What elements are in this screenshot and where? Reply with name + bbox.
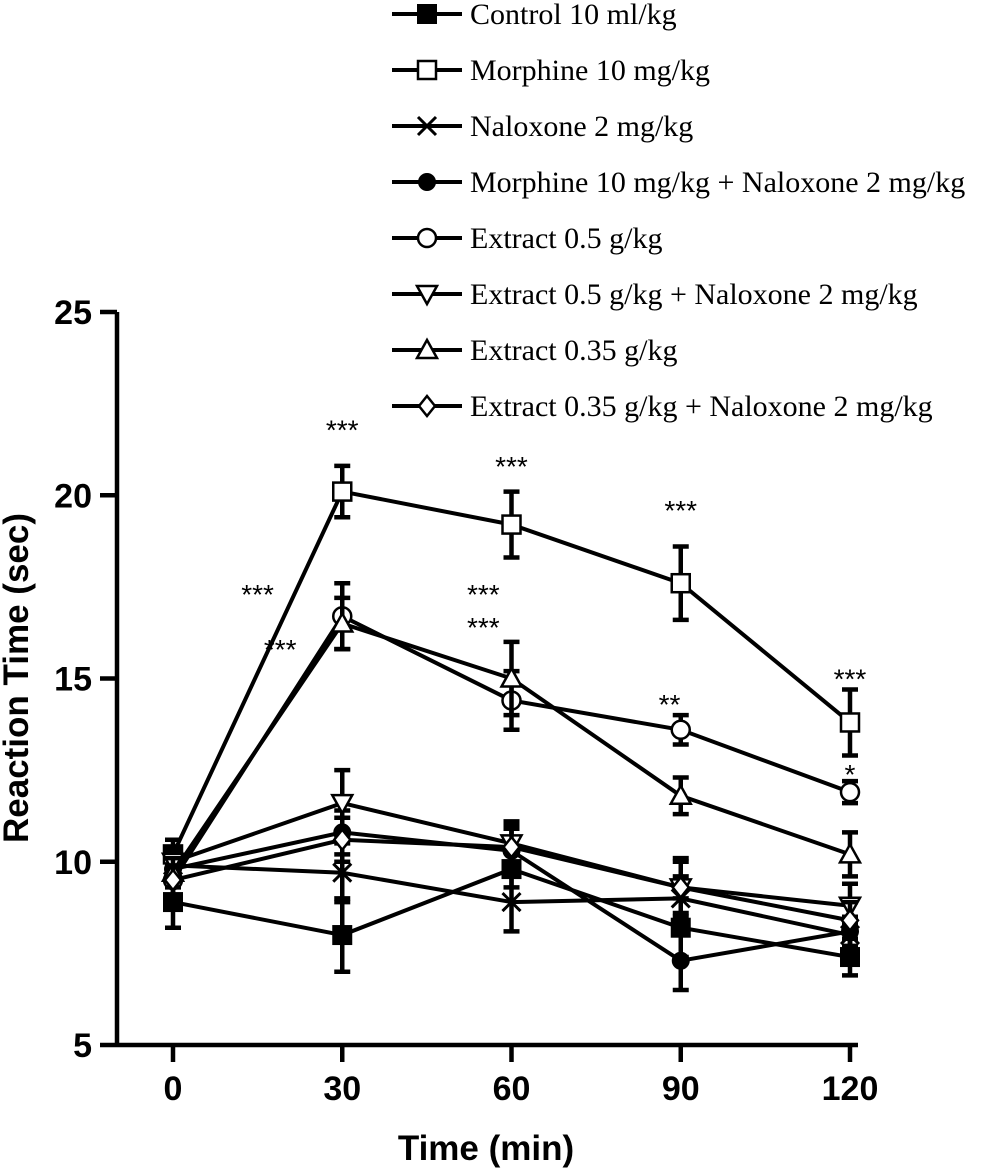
legend-label: Naloxone 2 mg/kg <box>470 110 693 143</box>
legend-entry: Control 10 ml/kg <box>392 0 677 31</box>
legend-marker <box>416 59 438 81</box>
series-group <box>160 463 863 993</box>
x-tick-label: 90 <box>662 1070 700 1108</box>
data-point <box>501 514 522 535</box>
x-tick-label: 60 <box>493 1070 531 1108</box>
legend-label: Extract 0.35 g/kg <box>470 334 677 367</box>
legend-marker <box>416 115 438 137</box>
data-point <box>499 665 524 688</box>
significance-label: *** <box>664 495 697 526</box>
legend-entry: Morphine 10 mg/kg <box>392 54 710 87</box>
significance-label: *** <box>326 414 359 445</box>
data-point <box>163 868 183 893</box>
legend-label: Morphine 10 mg/kg <box>470 54 710 87</box>
data-point <box>332 827 352 852</box>
legend-entry: Morphine 10 mg/kg + Naloxone 2 mg/kg <box>392 166 965 199</box>
data-point <box>501 835 522 860</box>
data-point <box>839 712 861 733</box>
significance-label: * <box>845 759 856 790</box>
legend-marker <box>414 284 440 307</box>
x-tick-label: 0 <box>164 1070 183 1108</box>
data-point <box>330 610 355 633</box>
significance-label: *** <box>241 579 274 610</box>
legend-entry: Naloxone 2 mg/kg <box>392 110 693 143</box>
x-tick-label: 30 <box>323 1070 361 1108</box>
legend-label: Extract 0.5 g/kg + Naloxone 2 mg/kg <box>470 278 918 311</box>
significance-label: *** <box>495 451 528 482</box>
legend-label: Control 10 ml/kg <box>470 0 677 31</box>
data-point <box>840 947 860 968</box>
x-ticks: 0 30 60 90 120 <box>164 1045 879 1108</box>
x-tick-label: 120 <box>822 1070 879 1108</box>
significance-label: *** <box>467 579 500 610</box>
significance-label: *** <box>467 612 500 643</box>
legend-entry: Extract 0.5 g/kg <box>392 222 662 255</box>
data-point <box>837 841 863 864</box>
data-point <box>670 719 691 741</box>
legend-marker <box>417 4 437 24</box>
legend-label: Extract 0.35 g/kg + Naloxone 2 mg/kg <box>470 390 933 423</box>
legend-marker <box>417 393 437 419</box>
significance-annotations: *************************** <box>241 414 866 790</box>
y-tick-label: 15 <box>54 661 92 699</box>
significance-label: *** <box>264 634 297 665</box>
y-ticks: 5 10 15 20 25 <box>54 294 117 1065</box>
legend-marker <box>414 337 440 360</box>
y-tick-label: 20 <box>54 477 92 515</box>
y-tick-label: 25 <box>54 294 92 332</box>
x-axis-title: Time (min) <box>398 1129 574 1168</box>
data-point <box>839 781 861 803</box>
y-axis-title: Reaction Time (sec) <box>0 513 36 843</box>
data-point <box>671 951 690 970</box>
legend-entry: Extract 0.5 g/kg + Naloxone 2 mg/kg <box>392 278 918 311</box>
data-point <box>332 481 353 502</box>
data-point <box>668 783 693 806</box>
legend-label: Morphine 10 mg/kg + Naloxone 2 mg/kg <box>470 166 965 199</box>
series-8 <box>163 815 860 941</box>
legend-label: Extract 0.5 g/kg <box>470 222 662 255</box>
legend-marker <box>418 173 436 191</box>
legend-entry: Extract 0.35 g/kg + Naloxone 2 mg/kg <box>392 390 933 423</box>
data-point <box>840 908 860 933</box>
data-point <box>330 793 355 816</box>
legend-marker <box>416 227 438 249</box>
y-tick-label: 10 <box>54 844 92 882</box>
data-point <box>332 862 353 883</box>
significance-label: *** <box>834 664 867 695</box>
legend-entry: Extract 0.35 g/kg <box>392 334 677 367</box>
data-point <box>501 892 522 913</box>
data-point <box>671 875 691 900</box>
legend: Control 10 ml/kg Morphine 10 mg/kg Naloxon… <box>392 0 965 423</box>
data-point <box>670 572 691 594</box>
data-point <box>332 925 353 946</box>
y-tick-label: 5 <box>73 1027 92 1065</box>
significance-label: ** <box>659 689 681 720</box>
